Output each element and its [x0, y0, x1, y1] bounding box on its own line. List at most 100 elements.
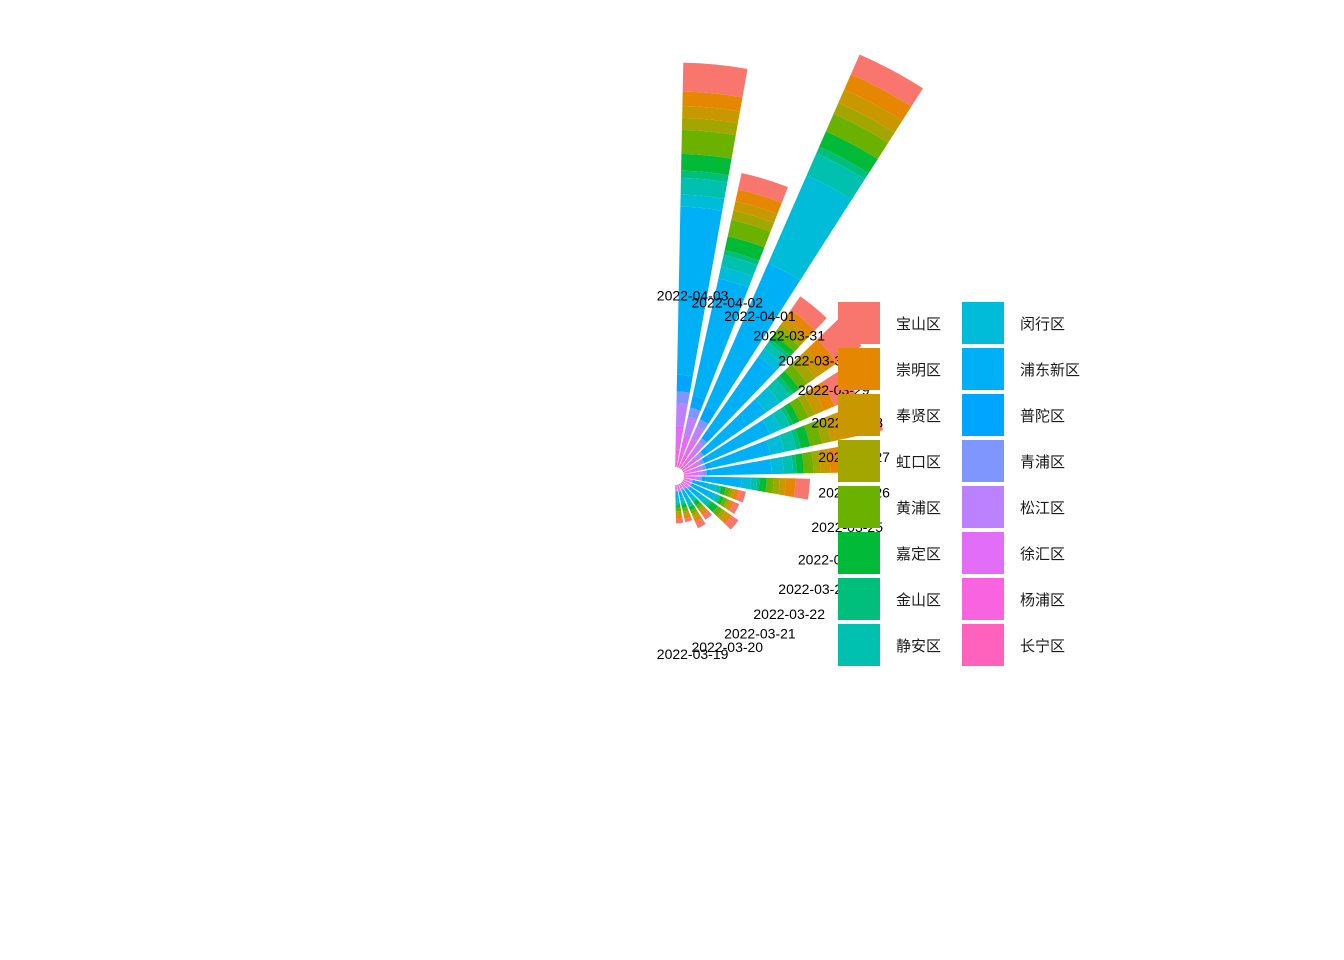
bar-segment	[675, 490, 678, 493]
bar-segment	[716, 495, 724, 505]
bar-segment	[676, 462, 681, 468]
legend-item: 虹口区	[838, 438, 962, 484]
bar-segment	[781, 455, 794, 474]
bar-segment	[740, 477, 752, 490]
bar-segment	[692, 484, 710, 497]
bar-segment	[676, 484, 679, 486]
legend-label: 宝山区	[896, 314, 942, 333]
date-label: 2022-03-31	[753, 328, 825, 344]
bar-segment	[695, 502, 703, 509]
bar-segment	[729, 501, 740, 514]
bar-segment	[675, 425, 684, 450]
bar-segment	[675, 515, 683, 519]
bar-segment	[681, 117, 738, 136]
date-label: 2022-03-30	[778, 353, 850, 369]
bar-segment	[780, 406, 794, 426]
bar-segment	[675, 501, 680, 505]
bar-segment	[724, 236, 765, 261]
legend-swatch	[838, 532, 880, 574]
bar-segment	[675, 503, 681, 506]
bar-segment	[699, 476, 702, 481]
legend-item: 浦东新区	[962, 346, 1086, 392]
legend-swatch	[962, 578, 1004, 620]
bar-segment	[678, 463, 683, 469]
bar-segment	[770, 334, 795, 357]
bar-segment	[692, 512, 700, 519]
bar-segment	[683, 477, 685, 480]
bar-segment	[675, 486, 677, 488]
legend-swatch	[962, 440, 1004, 482]
bar-segment	[714, 485, 721, 493]
bar-segment	[718, 266, 753, 288]
bar-segment	[684, 439, 697, 457]
center-hole	[666, 467, 684, 485]
bar-segment	[833, 102, 895, 143]
bar-segment	[694, 453, 702, 461]
bar-segment	[697, 451, 705, 458]
legend-swatch	[962, 302, 1004, 344]
bar-segment	[705, 483, 717, 492]
legend-item: 松江区	[962, 484, 1086, 530]
bar-segment	[686, 473, 692, 476]
bar-segment	[706, 356, 777, 436]
legend-label: 徐汇区	[1020, 544, 1066, 563]
bar-segment	[825, 113, 889, 160]
bar-segment	[795, 425, 811, 449]
legend-item: 青浦区	[962, 438, 1086, 484]
bar-segment	[719, 497, 728, 507]
bar-segment	[698, 471, 704, 476]
bar-segment	[770, 456, 784, 475]
bar-segment	[682, 459, 689, 467]
bar-segment	[818, 448, 831, 474]
bar-segment	[790, 296, 827, 331]
bar-segment	[684, 467, 690, 472]
bar-segment	[689, 482, 693, 487]
bar-segment	[680, 170, 729, 183]
legend-swatch	[838, 440, 880, 482]
bar-segment	[758, 348, 783, 371]
legend-label: 静安区	[896, 636, 942, 655]
bar-segment	[693, 514, 702, 522]
bar-segment	[686, 478, 691, 482]
bar-segment	[681, 153, 732, 176]
bar-segment	[816, 146, 869, 180]
bar-segment	[794, 453, 804, 474]
bar-segment	[682, 485, 686, 489]
legend-label: 松江区	[1020, 498, 1066, 517]
bar-segment	[698, 438, 708, 447]
bar-segment	[719, 511, 729, 522]
bar-segment	[677, 488, 681, 491]
bar-segment	[755, 477, 760, 491]
bar-segment	[784, 478, 796, 498]
bar-segment	[692, 278, 749, 400]
bar-segment	[678, 489, 681, 492]
bar-segment	[699, 406, 717, 424]
legend-label: 浦东新区	[1020, 360, 1081, 379]
bar-segment	[691, 496, 697, 502]
bar-segment	[684, 516, 693, 523]
bar-segment	[783, 402, 800, 425]
bar-segment	[677, 486, 681, 490]
bar-segment	[704, 399, 767, 453]
bar-segment	[682, 91, 743, 112]
bar-segment	[802, 451, 814, 474]
bar-segment	[686, 500, 693, 507]
date-label: 2022-03-20	[691, 639, 763, 655]
bar-segment	[763, 342, 788, 364]
bar-segment	[683, 463, 690, 470]
bar-segment	[850, 54, 923, 107]
bar-segment	[705, 263, 801, 412]
bar-segment	[793, 478, 810, 500]
bar-segment	[698, 504, 705, 511]
bar-segment	[692, 479, 696, 484]
bar-segment	[680, 465, 684, 470]
bar-segment	[695, 476, 700, 481]
legend-item: 徐汇区	[962, 530, 1086, 576]
legend-swatch	[962, 486, 1004, 528]
bar-segment	[697, 493, 706, 503]
bar-segment	[815, 417, 832, 444]
bar-segment	[701, 455, 710, 464]
bar-segment	[693, 442, 704, 454]
bar-segment	[688, 482, 691, 486]
bar-segment	[684, 487, 688, 491]
